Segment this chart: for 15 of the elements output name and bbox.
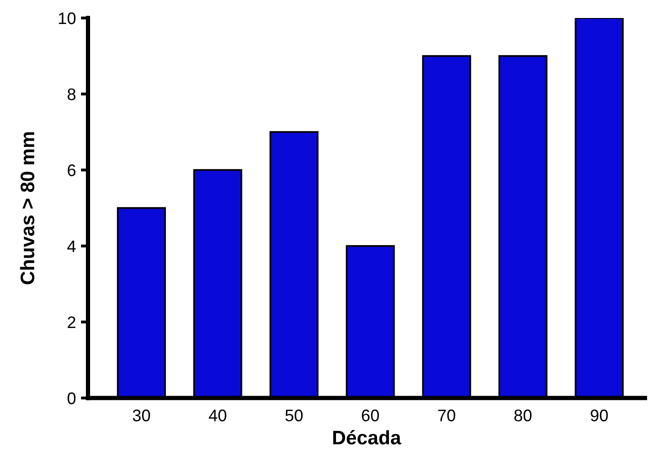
y-tick-label: 10 [58, 12, 76, 24]
x-tick-label: 50 [285, 410, 303, 422]
x-tick-label: 70 [438, 410, 456, 422]
y-tick-label: 8 [68, 88, 76, 100]
x-tick-label: 90 [590, 410, 608, 422]
y-tick-label: 0 [68, 392, 76, 404]
y-tick-label: 2 [68, 316, 76, 328]
y-tick-label: 6 [68, 164, 76, 176]
x-tick-label: 30 [132, 410, 150, 422]
y-tick-label: 4 [67, 240, 76, 252]
x-axis-title: Década [333, 430, 402, 444]
x-tick-label: 60 [362, 410, 379, 422]
x-tick-label: 80 [514, 410, 532, 422]
y-axis-title: Chuvas > 80 mm [20, 132, 34, 284]
x-tick-label: 40 [208, 410, 226, 422]
